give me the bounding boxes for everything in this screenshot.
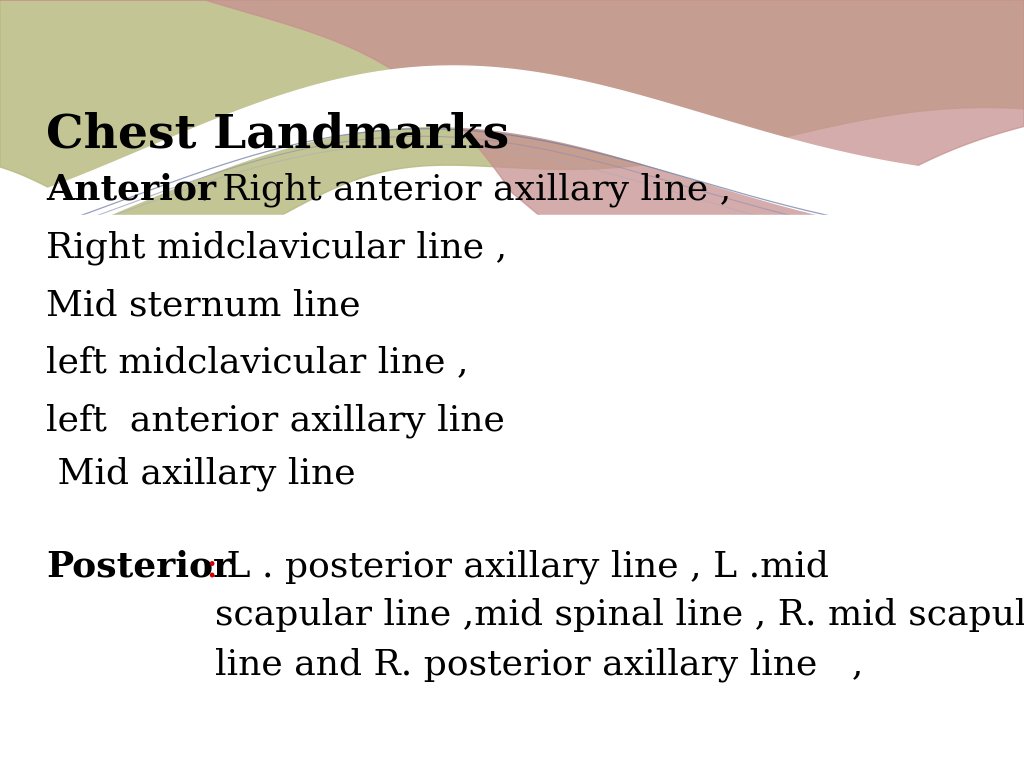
Text: Chest Landmarks: Chest Landmarks: [46, 111, 509, 157]
Text: left  anterior axillary line: left anterior axillary line: [46, 403, 505, 438]
Text: Right midclavicular line ,: Right midclavicular line ,: [46, 230, 507, 265]
Text: Anterior: Anterior: [46, 173, 216, 207]
Polygon shape: [0, 0, 1024, 287]
Text: Posterior: Posterior: [46, 549, 232, 583]
Polygon shape: [0, 0, 1024, 246]
Text: : Right anterior axillary line ,: : Right anterior axillary line ,: [187, 173, 731, 207]
Text: L . posterior axillary line , L .mid
scapular line ,mid spinal line , R. mid sca: L . posterior axillary line , L .mid sca…: [215, 549, 1024, 682]
Text: Mid axillary line: Mid axillary line: [46, 457, 355, 492]
Text: Mid sternum line: Mid sternum line: [46, 288, 360, 322]
Text: left midclavicular line ,: left midclavicular line ,: [46, 346, 469, 379]
Text: :: :: [205, 549, 217, 583]
Polygon shape: [0, 66, 1024, 257]
